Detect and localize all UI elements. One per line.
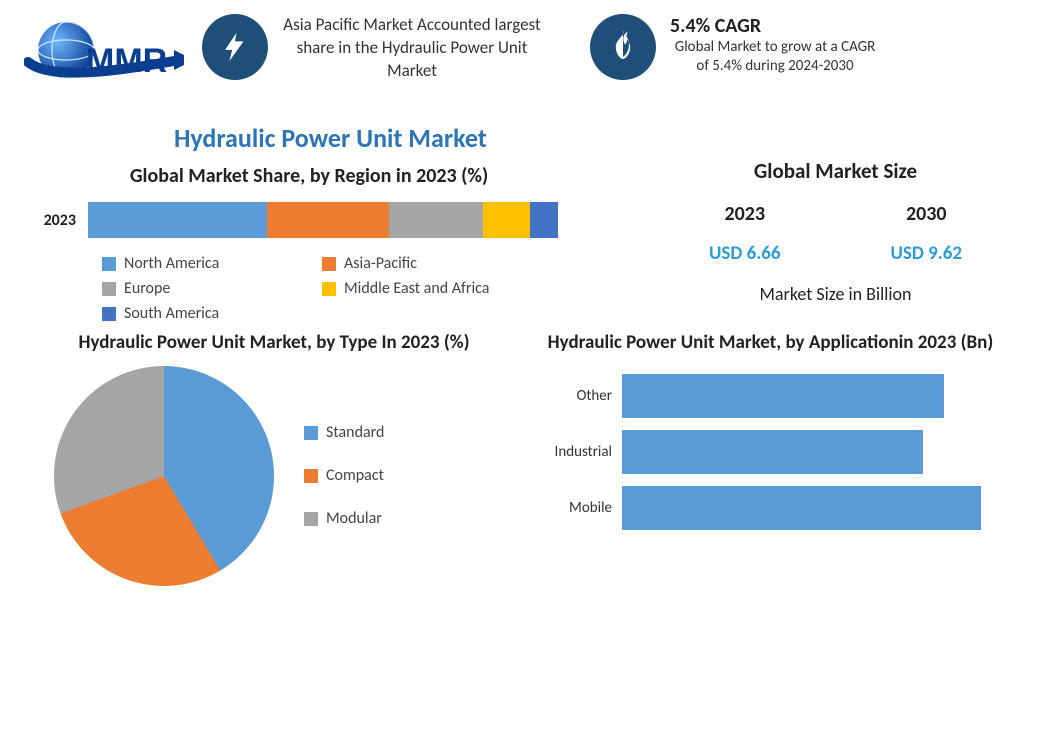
market-size-title: Global Market Size bbox=[654, 158, 1017, 184]
market-size-block: Global Market Size 2023 2030 USD 6.66 US… bbox=[594, 158, 1017, 305]
legend-label: North America bbox=[124, 254, 219, 273]
pie-chart-block: Hydraulic Power Unit Market, by Type In … bbox=[24, 331, 524, 586]
bar-label: Industrial bbox=[524, 443, 622, 461]
market-size-year-a: 2023 bbox=[724, 202, 765, 226]
legend-item: Modular bbox=[304, 509, 384, 528]
region-segment bbox=[88, 202, 267, 238]
legend-swatch bbox=[304, 512, 318, 526]
market-size-val-b: USD 9.62 bbox=[890, 242, 962, 265]
pie-legend: Standard Compact Modular bbox=[304, 423, 384, 528]
application-chart-block: Hydraulic Power Unit Market, by Applicat… bbox=[524, 331, 1017, 586]
bar-fill bbox=[622, 374, 944, 418]
region-stacked-bar bbox=[88, 202, 558, 238]
cagr-headline: 5.4% CAGR bbox=[670, 14, 880, 38]
lightning-icon bbox=[202, 14, 268, 80]
legend-label: Middle East and Africa bbox=[344, 279, 489, 298]
region-chart: Global Market Share, by Region in 2023 (… bbox=[24, 158, 594, 323]
bar-row: Mobile bbox=[524, 486, 1017, 530]
pie-chart-title: Hydraulic Power Unit Market, by Type In … bbox=[24, 331, 524, 356]
main-title: Hydraulic Power Unit Market bbox=[174, 122, 1017, 154]
asia-pacific-text: Asia Pacific Market Accounted largest sh… bbox=[282, 14, 542, 83]
region-segment bbox=[389, 202, 483, 238]
asia-pacific-blurb: Asia Pacific Market Accounted largest sh… bbox=[202, 14, 542, 83]
legend-item: Standard bbox=[304, 423, 384, 442]
bar-label: Mobile bbox=[524, 499, 622, 517]
legend-label: Asia-Pacific bbox=[344, 254, 417, 273]
logo-text: MMR bbox=[86, 42, 167, 80]
legend-swatch bbox=[102, 282, 116, 296]
legend-item: Middle East and Africa bbox=[322, 279, 562, 298]
market-size-val-a: USD 6.66 bbox=[709, 242, 781, 265]
market-size-note: Market Size in Billion bbox=[654, 283, 1017, 305]
bar-fill bbox=[622, 430, 923, 474]
pie-chart bbox=[54, 366, 274, 586]
legend-label: Standard bbox=[326, 423, 384, 442]
cagr-block: 5.4% CAGR Global Market to grow at a CAG… bbox=[590, 14, 880, 80]
bar-fill bbox=[622, 486, 981, 530]
header-row: MMR Asia Pacific Market Accounted larges… bbox=[24, 14, 1017, 104]
application-chart-title: Hydraulic Power Unit Market, by Applicat… bbox=[524, 331, 1017, 356]
legend-item: North America bbox=[102, 254, 322, 273]
bar-row: Industrial bbox=[524, 430, 1017, 474]
legend-item: Europe bbox=[102, 279, 322, 298]
legend-swatch bbox=[102, 257, 116, 271]
cagr-subtext: Global Market to grow at a CAGR of 5.4% … bbox=[670, 38, 880, 76]
region-legend: North America Asia-Pacific Europe Middle Ea… bbox=[102, 254, 594, 323]
legend-swatch bbox=[322, 282, 336, 296]
legend-swatch bbox=[304, 426, 318, 440]
legend-label: Compact bbox=[326, 466, 384, 485]
legend-label: Modular bbox=[326, 509, 382, 528]
mmr-logo: MMR bbox=[24, 14, 184, 104]
legend-item: Compact bbox=[304, 466, 384, 485]
region-segment bbox=[530, 202, 558, 238]
market-size-year-b: 2030 bbox=[906, 202, 947, 226]
region-segment bbox=[483, 202, 530, 238]
bar-row: Other bbox=[524, 374, 1017, 418]
region-year-label: 2023 bbox=[24, 211, 76, 230]
legend-label: Europe bbox=[124, 279, 170, 298]
legend-item: Asia-Pacific bbox=[322, 254, 562, 273]
bar-label: Other bbox=[524, 387, 622, 405]
legend-item: South America bbox=[102, 304, 322, 323]
legend-label: South America bbox=[124, 304, 219, 323]
flame-icon bbox=[590, 14, 656, 80]
region-segment bbox=[267, 202, 389, 238]
legend-swatch bbox=[304, 469, 318, 483]
region-chart-title: Global Market Share, by Region in 2023 (… bbox=[24, 164, 594, 188]
legend-swatch bbox=[322, 257, 336, 271]
application-bars: Other Industrial Mobile bbox=[524, 374, 1017, 530]
legend-swatch bbox=[102, 307, 116, 321]
